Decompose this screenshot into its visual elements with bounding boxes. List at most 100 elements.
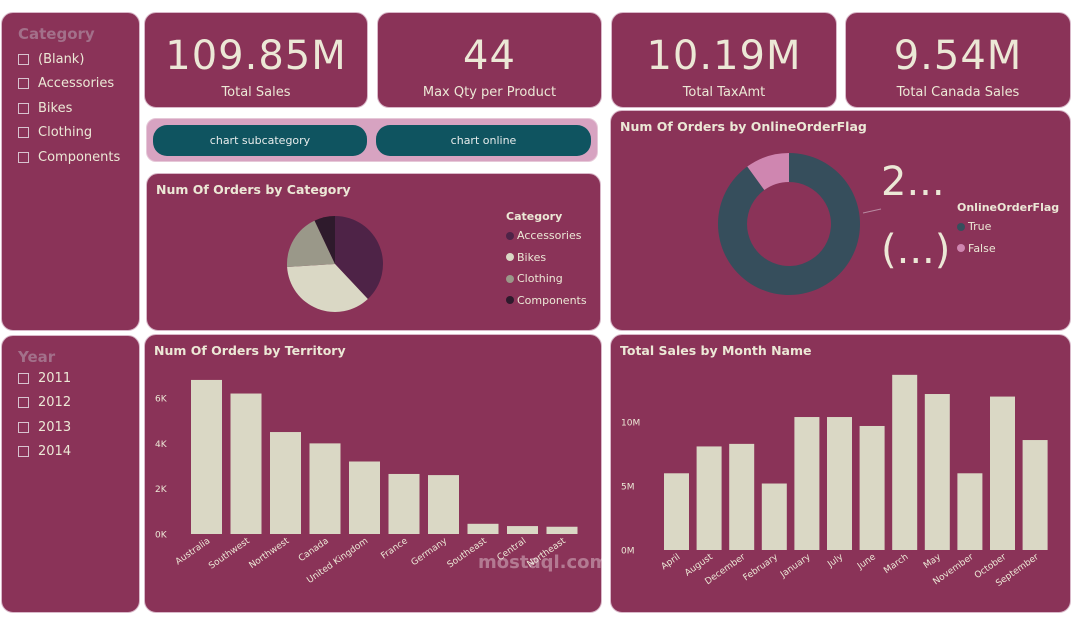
bar-october[interactable]: [990, 396, 1015, 550]
x-tick-label: July: [825, 552, 845, 570]
pie-slice-components[interactable]: [314, 216, 335, 264]
kpi-total-taxamt: 10.19M Total TaxAmt: [611, 12, 837, 108]
checkbox[interactable]: [18, 421, 29, 433]
legend-swatch: [506, 253, 514, 262]
bar-december[interactable]: [729, 443, 755, 550]
kpi-value: 9.54M: [893, 33, 1023, 79]
legend-title: Category: [506, 210, 563, 223]
category-slicer-list: (Blank) Accessories Bikes Clothing Compo…: [18, 47, 120, 170]
slicer-item-2012[interactable]: 2012: [18, 391, 71, 416]
x-tick-label: May: [922, 552, 944, 571]
chart-online-button[interactable]: chart online: [376, 125, 591, 156]
legend-label: False: [968, 241, 996, 255]
bar-november[interactable]: [957, 473, 983, 550]
bar-february[interactable]: [761, 483, 787, 550]
year-slicer: Year 2011 2012 2013 2014: [1, 335, 140, 613]
kpi-label: Total Sales: [221, 85, 291, 100]
chart-subcategory-button[interactable]: chart subcategory: [153, 125, 367, 156]
category-slicer-title: Category: [18, 25, 95, 43]
donut-leader-line: [862, 208, 882, 214]
x-tick-label: February: [742, 552, 781, 583]
bar-southwest[interactable]: [230, 393, 262, 534]
slicer-item-bikes[interactable]: Bikes: [18, 96, 120, 121]
slicer-item-2013[interactable]: 2013: [18, 415, 71, 440]
legend-item-accessories[interactable]: Accessories: [506, 225, 587, 247]
x-tick-label: France: [379, 536, 410, 562]
slicer-item-label: Components: [38, 149, 121, 165]
legend-label: True: [968, 220, 992, 234]
bar-april[interactable]: [664, 473, 689, 550]
slicer-item-clothing[interactable]: Clothing: [18, 121, 120, 146]
bar-australia[interactable]: [191, 379, 222, 534]
y-tick-label: 2K: [155, 485, 168, 495]
slicer-item-blank[interactable]: (Blank): [18, 47, 120, 72]
x-tick-label: Australia: [174, 536, 212, 567]
bar-july[interactable]: [827, 417, 852, 550]
slicer-item-label: 2014: [38, 444, 72, 460]
checkbox[interactable]: [18, 397, 29, 409]
legend-item-components[interactable]: Components: [506, 290, 587, 312]
donut-slice-true[interactable]: [718, 153, 860, 295]
kpi-total-canada-sales: 9.54M Total Canada Sales: [845, 12, 1071, 108]
kpi-value: 10.19M: [646, 33, 802, 79]
legend-item-true[interactable]: True: [957, 216, 1059, 238]
slicer-item-label: Bikes: [38, 100, 73, 116]
bar-may[interactable]: [924, 394, 950, 550]
x-tick-label: Canada: [297, 536, 331, 564]
y-tick-label: 5M: [621, 483, 635, 493]
legend-swatch: [506, 274, 514, 283]
category-legend: Category Accessories Bikes Clothing Comp…: [506, 210, 587, 311]
sales-by-month-visual: Total Sales by Month Name 0M 5M 10M April Au…: [610, 334, 1071, 613]
slicer-item-label: Accessories: [38, 76, 115, 92]
x-tick-label: January: [778, 552, 813, 581]
donut-slice-false[interactable]: [747, 153, 789, 191]
visual-title: Total Sales by Month Name: [620, 343, 812, 358]
bar-united-kingdom[interactable]: [349, 461, 380, 534]
checkbox[interactable]: [18, 102, 29, 114]
checkbox[interactable]: [18, 78, 29, 90]
bar-january[interactable]: [794, 417, 820, 550]
pie-slice-accessories[interactable]: [335, 216, 383, 299]
bar-march[interactable]: [892, 374, 918, 550]
pie-slice-clothing[interactable]: [287, 220, 335, 268]
year-slicer-title: Year: [18, 348, 56, 366]
slicer-item-2014[interactable]: 2014: [18, 440, 71, 465]
bar-august[interactable]: [696, 446, 722, 550]
category-pie-chart: [287, 216, 383, 312]
legend-item-clothing[interactable]: Clothing: [506, 268, 587, 290]
slicer-item-2011[interactable]: 2011: [18, 366, 71, 391]
checkbox[interactable]: [18, 372, 29, 384]
bar-germany[interactable]: [428, 475, 459, 534]
slicer-item-label: (Blank): [38, 51, 85, 67]
checkbox[interactable]: [18, 446, 29, 458]
bar-canada[interactable]: [309, 443, 341, 534]
slicer-item-components[interactable]: Components: [18, 145, 120, 170]
slicer-item-accessories[interactable]: Accessories: [18, 72, 120, 97]
orders-by-category-visual: Num Of Orders by Category Category Acces…: [146, 173, 601, 331]
legend-label: Clothing: [517, 272, 563, 286]
bar-september[interactable]: [1022, 440, 1048, 550]
bar-june[interactable]: [859, 425, 885, 550]
bar-central[interactable]: [507, 526, 538, 534]
bar-southeast[interactable]: [467, 523, 499, 534]
category-slicer: Category (Blank) Accessories Bikes Cloth…: [1, 12, 140, 331]
legend-item-bikes[interactable]: Bikes: [506, 247, 587, 269]
checkbox[interactable]: [18, 127, 29, 139]
checkbox[interactable]: [18, 151, 29, 163]
bar-northwest[interactable]: [270, 432, 301, 534]
legend-label: Components: [517, 293, 587, 307]
watermark-logo: mostaql.com: [478, 552, 609, 573]
bar-northeast[interactable]: [546, 526, 578, 534]
pie-slice-bikes[interactable]: [287, 264, 368, 312]
x-tick-label: April: [660, 552, 683, 572]
kpi-value: 109.85M: [165, 33, 347, 79]
legend-item-false[interactable]: False: [957, 238, 1059, 260]
y-tick-label: 4K: [155, 440, 168, 450]
slicer-item-label: 2011: [38, 370, 72, 386]
bar-france[interactable]: [388, 473, 420, 534]
kpi-total-sales: 109.85M Total Sales: [144, 12, 368, 108]
checkbox[interactable]: [18, 53, 29, 65]
legend-label: Accessories: [517, 229, 582, 243]
legend-swatch: [506, 231, 514, 240]
